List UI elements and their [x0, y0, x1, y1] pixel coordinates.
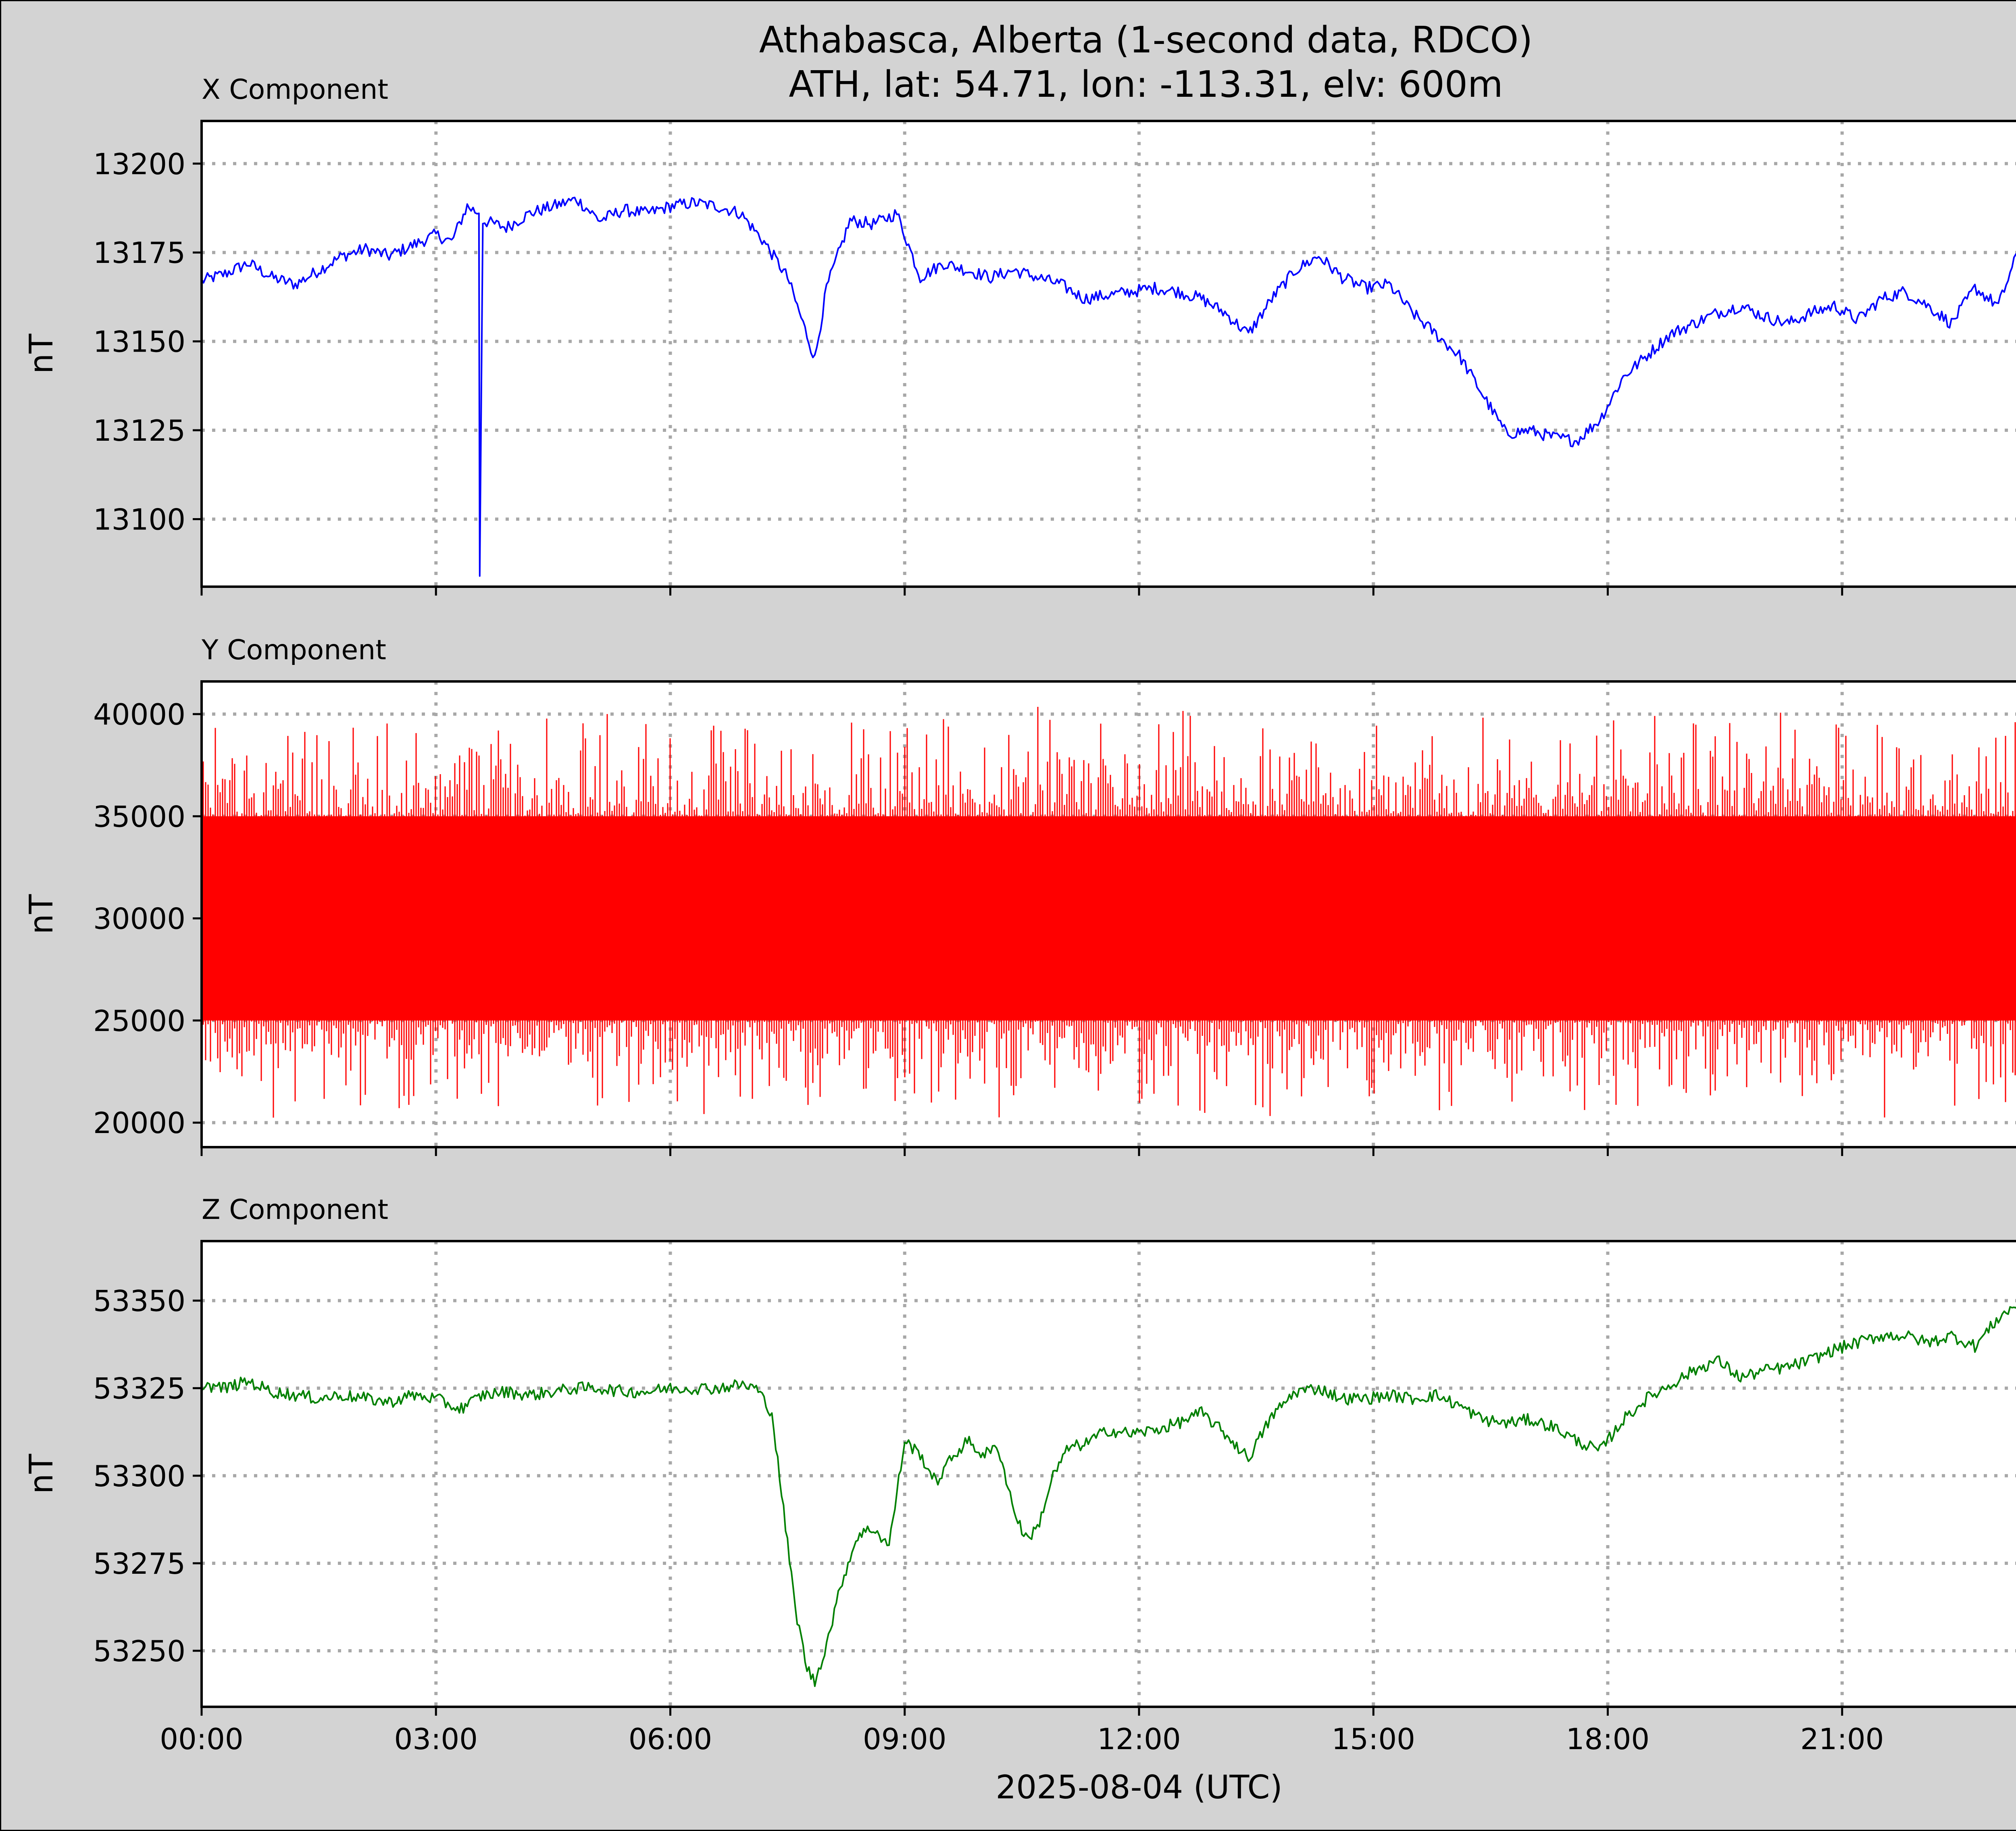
- x-axis-label: 2025-08-04 (UTC): [996, 1769, 1282, 1806]
- y-tick-label: 13200: [93, 147, 185, 181]
- panel-y-component: 20000 25000 30000 35000 40000 Y Component nT: [23, 634, 2016, 1156]
- x-tick-label: 12:00: [1097, 1722, 1181, 1756]
- x-tick-label: 00:00: [160, 1722, 244, 1756]
- y-tick-label: 40000: [93, 698, 185, 731]
- y-tick-label: 35000: [93, 800, 185, 833]
- series-line-x: [201, 196, 2016, 577]
- panel-title: X Component: [202, 74, 388, 106]
- y-tick-label: 13100: [93, 502, 185, 536]
- y-axis-label: nT: [23, 1454, 60, 1494]
- panel-title: Y Component: [201, 634, 386, 666]
- noise-spikes: [202, 707, 2016, 1118]
- panel-x-component: 13100 13125 13150 13175 13200 X Component nT: [23, 74, 2016, 596]
- y-tick-label: 53300: [93, 1459, 185, 1493]
- x-tick-label: 03:00: [394, 1722, 478, 1756]
- x-tick-label: 09:00: [863, 1722, 947, 1756]
- y-tick-label: 53325: [93, 1372, 185, 1406]
- y-tick-label: 53350: [93, 1284, 185, 1318]
- x-tick-label: 15:00: [1332, 1722, 1416, 1756]
- series-band-y: [202, 707, 2016, 1118]
- series-line-z: [201, 1306, 2016, 1687]
- panel-z-component: 00:00 03:00 06:00 09:00 12:00 15:00 18:00 21:00…: [23, 1194, 2016, 1756]
- y-tick-label: 20000: [93, 1106, 185, 1140]
- plot-area: [200, 120, 2016, 588]
- y-tick-label: 13175: [93, 236, 185, 270]
- y-tick-label: 13125: [93, 414, 185, 448]
- y-tick-label: 25000: [93, 1004, 185, 1038]
- y-tick-label: 53275: [93, 1547, 185, 1581]
- x-tick-label: 06:00: [629, 1722, 712, 1756]
- plot-area: [200, 1240, 2016, 1708]
- y-tick-label: 30000: [93, 902, 185, 936]
- x-tick-label: 18:00: [1566, 1722, 1650, 1756]
- figure-title-line1: Athabasca, Alberta (1-second data, RDCO): [759, 19, 1533, 61]
- y-tick-label: 13150: [93, 325, 185, 359]
- panel-title: Z Component: [202, 1194, 388, 1226]
- x-tick-label: 21:00: [1800, 1722, 1884, 1756]
- y-axis-label: nT: [23, 894, 60, 935]
- figure-title-line2: ATH, lat: 54.71, lon: -113.31, elv: 600m: [789, 63, 1503, 106]
- y-tick-label: 53250: [93, 1634, 185, 1668]
- y-axis-label: nT: [23, 333, 60, 374]
